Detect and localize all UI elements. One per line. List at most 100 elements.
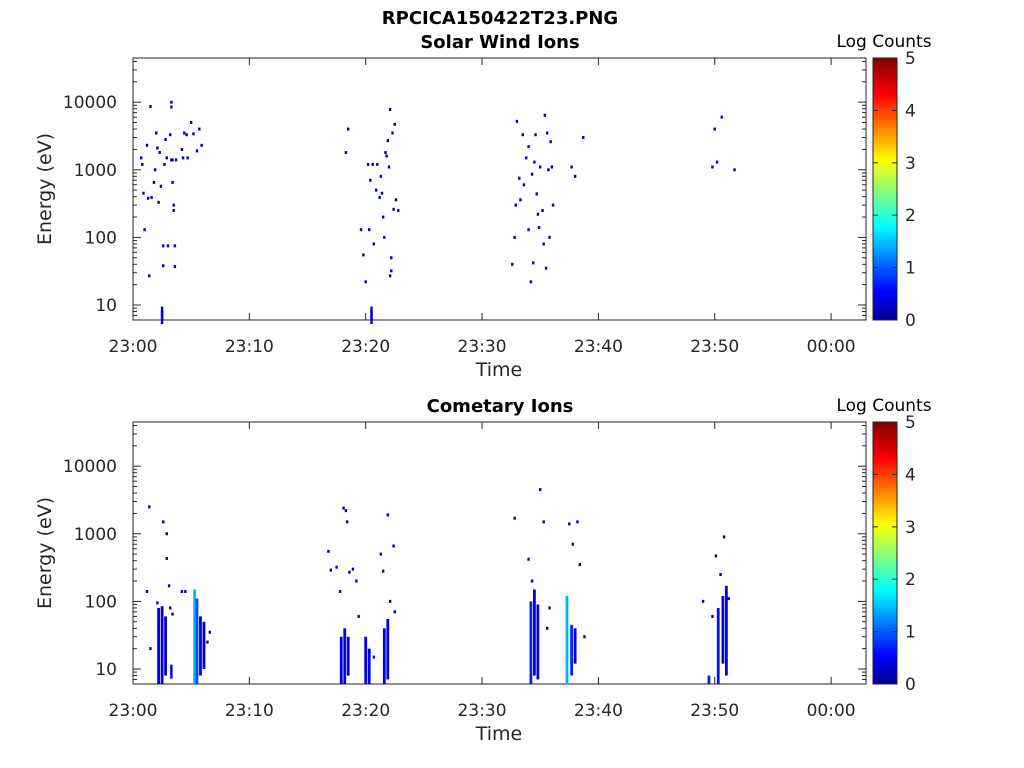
cometary-x-tick-label: 23:50	[690, 701, 739, 721]
cometary-count-mark	[513, 516, 516, 520]
cometary-count-mark	[527, 557, 530, 561]
cometary-bar-mark	[570, 624, 574, 676]
cometary-bar-mark	[343, 628, 347, 684]
solar-wind-count-mark	[146, 196, 150, 200]
solar-wind-count-mark	[198, 127, 201, 131]
solar-wind-count-mark	[369, 178, 372, 182]
solar-wind-count-mark	[173, 244, 177, 248]
solar-wind-count-mark	[541, 208, 544, 212]
cometary-count-mark	[583, 635, 586, 639]
cometary-count-mark	[548, 606, 551, 610]
cometary-x-ticks: 23:00 23:10 23:20 23:30 23:40 23:50 00:00	[109, 422, 856, 721]
cometary-bar-mark	[202, 621, 206, 670]
solar-wind-y-tick-label: 1000	[74, 161, 117, 181]
solar-wind-colorbar-tick-label: 4	[905, 101, 916, 121]
cometary-bar-mark	[339, 636, 343, 684]
solar-wind-count-mark	[359, 228, 363, 232]
cometary-count-mark	[701, 599, 705, 603]
cometary-bar-mark	[565, 596, 569, 684]
cometary-count-mark	[184, 590, 187, 594]
solar-wind-count-mark	[195, 149, 199, 153]
solar-wind-colorbar-tick-label: 2	[905, 206, 916, 226]
solar-wind-count-mark	[393, 122, 396, 126]
cometary-bar-mark	[707, 675, 711, 684]
cometary-count-mark	[357, 614, 360, 618]
solar-wind-count-mark	[378, 195, 381, 199]
cometary-bar-mark	[157, 607, 160, 684]
cometary-count-mark	[578, 563, 581, 567]
solar-wind-count-mark	[397, 208, 400, 212]
solar-wind-count-mark	[160, 306, 164, 321]
solar-wind-count-mark	[570, 165, 573, 169]
solar-wind-count-mark	[141, 162, 144, 166]
solar-wind-x-tick-label: 23:10	[225, 337, 274, 357]
solar-wind-count-mark	[162, 244, 165, 248]
cometary-count-mark	[727, 597, 730, 601]
solar-wind-count-mark	[374, 188, 378, 192]
solar-wind-count-mark	[550, 165, 554, 169]
cometary-count-mark	[327, 549, 330, 553]
solar-wind-title: Solar Wind Ions	[420, 32, 579, 53]
solar-wind-count-mark	[582, 136, 585, 140]
cometary-title: Cometary Ions	[427, 396, 574, 417]
cometary-count-mark	[344, 509, 348, 513]
solar-wind-count-mark	[713, 127, 716, 131]
solar-wind-count-mark	[549, 140, 552, 144]
cometary-bar-mark	[529, 601, 533, 684]
cometary-count-mark	[542, 520, 545, 524]
cometary-y-axis-label: Energy (eV)	[34, 497, 56, 609]
solar-wind-count-mark	[362, 253, 365, 257]
cometary-count-mark	[393, 610, 396, 614]
solar-wind-x-tick-label: 23:50	[690, 337, 739, 357]
solar-wind-count-mark	[546, 131, 549, 135]
cometary-bar-mark	[346, 636, 350, 676]
cometary-y-tick-label: 10	[95, 660, 117, 680]
cometary-count-mark	[722, 535, 726, 539]
cometary-count-mark	[170, 664, 173, 679]
cometary-count-mark	[329, 568, 332, 572]
solar-wind-colorbar-tick-label: 3	[905, 154, 916, 174]
solar-wind-count-mark	[376, 162, 379, 166]
cometary-count-mark	[165, 557, 168, 561]
solar-wind-count-mark	[148, 274, 151, 278]
solar-wind-count-mark	[544, 266, 548, 270]
solar-wind-count-mark	[155, 131, 158, 135]
cometary-colorbar-tick-label: 1	[905, 623, 916, 643]
solar-wind-count-mark	[171, 180, 174, 184]
cometary-colorbar-ticks: 0 1 2 3 4 5	[873, 413, 916, 695]
solar-wind-count-mark	[364, 280, 367, 284]
cometary-x-tick-label: 23:00	[109, 701, 158, 721]
solar-wind-count-mark	[385, 154, 388, 158]
cometary-count-mark	[348, 570, 351, 574]
cometary-x-axis-label: Time	[475, 723, 523, 745]
solar-wind-x-ticks: 23:00 23:10 23:20 23:30 23:40 23:50 00:00	[109, 58, 856, 357]
solar-wind-count-mark	[392, 207, 395, 211]
solar-wind-count-mark	[162, 264, 165, 268]
solar-wind-count-mark	[388, 107, 392, 111]
solar-wind-count-mark	[515, 119, 519, 123]
solar-wind-x-tick-label: 00:00	[807, 337, 856, 357]
cometary-y-tick-label: 10000	[63, 457, 117, 477]
cometary-colorbar-label: Log Counts	[836, 396, 931, 416]
cometary-bar-mark	[533, 589, 536, 676]
solar-wind-colorbar-tick-label: 1	[905, 259, 916, 279]
solar-wind-count-mark	[733, 168, 736, 172]
solar-wind-count-mark	[711, 165, 714, 169]
solar-wind-count-mark	[525, 156, 528, 160]
solar-wind-x-tick-label: 23:20	[341, 337, 390, 357]
cometary-bar-mark	[193, 589, 197, 684]
solar-wind-count-mark	[185, 133, 188, 137]
cometary-count-mark	[530, 579, 534, 583]
cometary-x-tick-label: 00:00	[807, 701, 856, 721]
solar-wind-count-mark	[548, 235, 551, 239]
solar-wind-count-mark	[347, 127, 350, 131]
solar-wind-y-ticks: 10 100 1000 10000	[63, 60, 866, 321]
solar-wind-count-mark	[715, 160, 719, 164]
solar-wind-count-mark	[542, 242, 545, 246]
solar-wind-x-tick-label: 23:00	[109, 337, 158, 357]
cometary-count-mark	[148, 505, 151, 509]
solar-wind-count-mark	[519, 198, 522, 202]
cometary-count-mark	[162, 520, 165, 524]
solar-wind-count-mark	[380, 191, 384, 195]
